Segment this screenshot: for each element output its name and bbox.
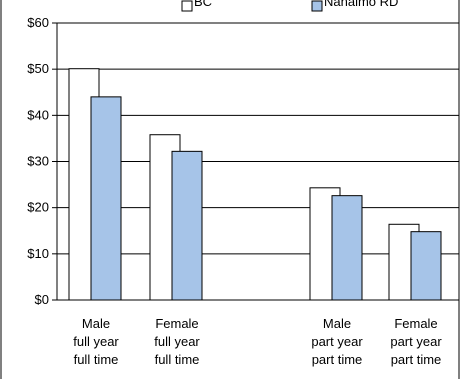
y-tick-labels: $0 $10 $20 $30 $40 $50 $60 — [27, 15, 49, 307]
x-category-label: Female full year full time — [154, 316, 200, 367]
legend-label-0: BC — [194, 0, 212, 9]
y-tick-label: $20 — [27, 200, 49, 215]
y-tick-label: $0 — [35, 292, 49, 307]
x-category-label: Male part year part time — [311, 316, 363, 367]
legend: BC Nanaimo RD — [181, 0, 398, 12]
x-category-label: Male full year full time — [73, 316, 119, 367]
y-tick-label: $30 — [27, 154, 49, 169]
y-tick-label: $50 — [27, 61, 49, 76]
y-tick-label: $40 — [27, 107, 49, 122]
bar-nanaimo-rd-2 — [331, 195, 363, 301]
bar-nanaimo-rd-1 — [171, 150, 203, 301]
x-category-labels: Male full year full time Female full year ful… — [73, 316, 442, 367]
legend-label-1: Nanaimo RD — [324, 0, 398, 9]
y-tick-label: $60 — [27, 15, 49, 30]
bar-nanaimo-rd-0 — [90, 96, 122, 301]
x-category-label: Female part year part time — [390, 316, 442, 367]
legend-swatch-0 — [181, 0, 193, 12]
bar-nanaimo-rd-3 — [410, 231, 442, 301]
legend-swatch-1 — [311, 0, 323, 12]
bars — [68, 68, 442, 301]
y-tick-label: $10 — [27, 246, 49, 261]
